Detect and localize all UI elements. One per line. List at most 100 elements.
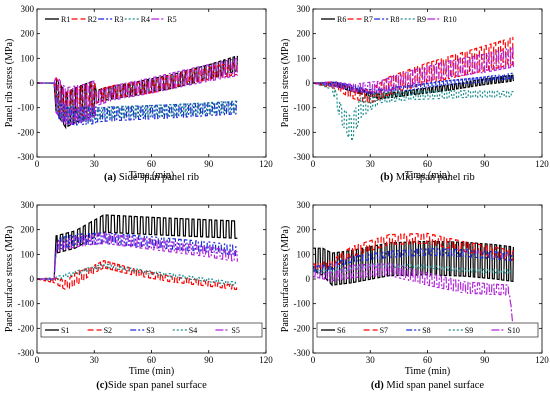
series-line-R4	[37, 82, 238, 123]
y-tick-label: 100	[21, 249, 35, 259]
y-tick-label: -300	[294, 348, 311, 358]
x-tick-label: 120	[535, 159, 549, 169]
series-line-R10	[313, 46, 514, 93]
legend-label-R9: R9	[417, 15, 426, 24]
legend-label-S3: S3	[146, 326, 154, 335]
legend-label-R6: R6	[337, 15, 346, 24]
panel-caption-text: Mid span panel surface	[384, 380, 485, 391]
y-tick-label: 300	[297, 4, 311, 14]
series-group	[37, 55, 238, 130]
legend-box	[41, 12, 179, 26]
panel-caption-text: Mid span panel rib	[393, 172, 475, 183]
y-tick-label: 0	[306, 274, 311, 284]
y-tick-label: -100	[294, 299, 311, 309]
y-tick-label: 100	[21, 53, 35, 63]
series-group	[313, 232, 514, 331]
y-tick-label: -200	[294, 323, 311, 333]
x-tick-label: 0	[35, 159, 40, 169]
panel-caption: (a) Side span panel rib	[104, 172, 199, 183]
y-tick-label: -300	[294, 152, 311, 162]
x-tick-label: 60	[147, 159, 157, 169]
legend-label-R7: R7	[364, 15, 373, 24]
x-tick-label: 90	[480, 159, 490, 169]
x-tick-label: 30	[90, 355, 100, 365]
chart-panel-a: 0 30 60 90 120 -300 -200 -100 0 100 200 300 Time (mi…	[4, 4, 273, 183]
chart-panel-c: 0 30 60 90 120 -300 -200 -100 0 100 200 300 Time (mi…	[4, 200, 273, 391]
y-tick-label: 0	[30, 274, 35, 284]
panel-caption-text: Side span panel rib	[116, 172, 199, 183]
legend-box	[317, 12, 455, 26]
y-axis-label: Panel rib stress (MPa)	[4, 39, 15, 128]
legend-label-S6: S6	[337, 326, 345, 335]
legend-box	[316, 322, 539, 338]
series-line-S1	[37, 214, 238, 280]
y-tick-label: 100	[297, 53, 311, 63]
x-tick-label: 0	[311, 159, 316, 169]
y-tick-label: 0	[306, 78, 311, 88]
y-tick-label: -100	[294, 103, 311, 113]
x-axis-label: Time (min)	[129, 170, 174, 181]
series-line-S3	[37, 232, 238, 280]
legend-label-S9: S9	[465, 326, 473, 335]
x-tick-label: 0	[35, 355, 40, 365]
series-group	[37, 214, 238, 291]
y-tick-label: -200	[18, 127, 35, 137]
legend-label-R2: R2	[88, 15, 97, 24]
x-tick-label: 0	[311, 355, 316, 365]
x-axis-label: Time (min)	[129, 366, 174, 377]
panel-caption: (b) Mid span panel rib	[380, 172, 475, 183]
x-axis-label: Time (min)	[405, 366, 450, 377]
x-axis-label: Time (min)	[405, 170, 450, 181]
panel-letter: (a)	[104, 172, 117, 183]
y-tick-label: 200	[21, 225, 35, 235]
series-line-S9	[313, 263, 514, 274]
panel-letter: (b)	[380, 172, 393, 183]
y-axis-label: Panel rib stress (MPa)	[280, 39, 291, 128]
legend-label-S1: S1	[61, 326, 69, 335]
legend-label-R10: R10	[443, 15, 456, 24]
legend-label-S2: S2	[104, 326, 112, 335]
series-line-R5	[37, 57, 238, 126]
panel-letter: (d)	[371, 380, 384, 391]
y-tick-label: 300	[297, 200, 311, 210]
legend-label-S10: S10	[507, 326, 519, 335]
x-tick-label: 90	[204, 355, 214, 365]
y-tick-label: 200	[21, 29, 35, 39]
series-group	[313, 36, 514, 142]
panel-caption-text: Side span panel surface	[108, 380, 207, 391]
y-tick-label: -100	[18, 103, 35, 113]
legend-label-S5: S5	[231, 326, 239, 335]
legend-label-R8: R8	[390, 15, 399, 24]
y-axis-label: Panel surface stress (MPa)	[280, 226, 291, 332]
x-tick-label: 30	[366, 355, 376, 365]
legend-label-S8: S8	[422, 326, 430, 335]
series-line-S10	[313, 262, 514, 331]
y-tick-label: 0	[30, 78, 35, 88]
x-tick-label: 120	[259, 355, 273, 365]
chart-panel-b: 0 30 60 90 120 -300 -200 -100 0 100 200 300 Time (mi…	[280, 4, 549, 183]
legend-label-R5: R5	[167, 15, 176, 24]
series-line-S2	[37, 259, 238, 291]
panel-caption: (d) Mid span panel surface	[371, 380, 484, 391]
x-tick-label: 120	[535, 355, 549, 365]
legend-label-R3: R3	[114, 15, 123, 24]
series-line-R9	[313, 81, 514, 142]
x-tick-label: 30	[366, 159, 376, 169]
x-tick-label: 60	[147, 355, 157, 365]
y-tick-label: -100	[18, 299, 35, 309]
series-line-S8	[313, 248, 514, 273]
y-tick-label: 300	[21, 4, 35, 14]
legend-label-R4: R4	[141, 15, 150, 24]
y-tick-label: 100	[297, 249, 311, 259]
x-tick-label: 90	[480, 355, 490, 365]
x-tick-label: 120	[259, 159, 273, 169]
y-axis-label: Panel surface stress (MPa)	[4, 226, 15, 332]
legend-label-R1: R1	[61, 15, 70, 24]
legend-label-S7: S7	[380, 326, 388, 335]
legend-label-S4: S4	[189, 326, 197, 335]
y-tick-label: 300	[21, 200, 35, 210]
x-tick-label: 30	[90, 159, 100, 169]
y-tick-label: -300	[18, 152, 35, 162]
panel-letter: (c)	[96, 380, 108, 391]
